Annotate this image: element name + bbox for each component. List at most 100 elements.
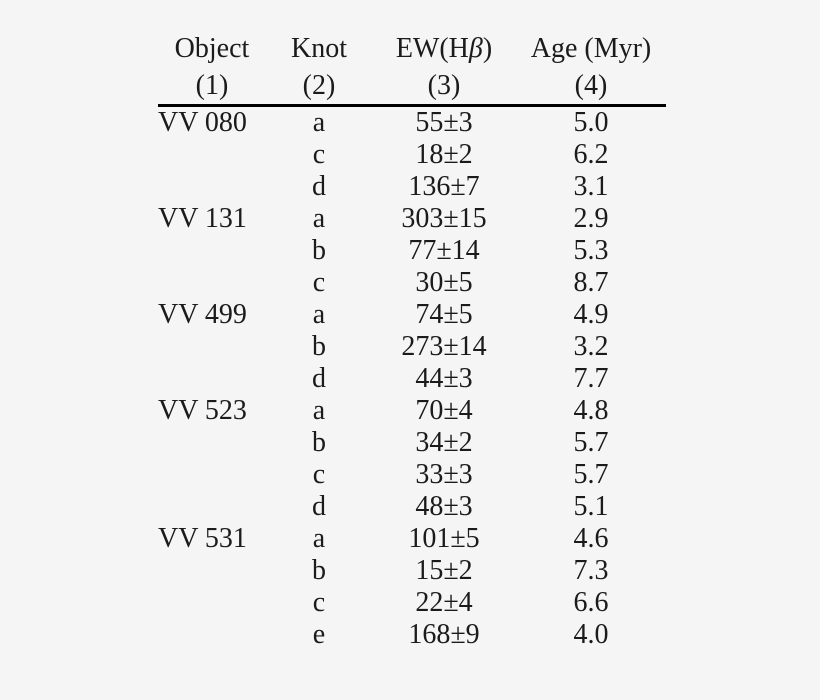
table-row: c 30±5 8.7	[158, 267, 666, 299]
table-row: VV 523 a 70±4 4.8	[158, 395, 666, 427]
ew-cell: 30±5	[415, 267, 473, 298]
ew-cell: 70±4	[415, 395, 473, 426]
age-cell: 5.0	[573, 107, 609, 138]
age-cell: 5.1	[573, 491, 609, 522]
ew-cell: 74±5	[415, 299, 473, 330]
knot-cell: b	[312, 427, 326, 458]
table-row: d 48±3 5.1	[158, 491, 666, 523]
ew-cell: 77±14	[408, 235, 480, 266]
table-row: VV 080 a 55±3 5.0	[158, 106, 666, 140]
object-cell	[158, 267, 266, 299]
table-header: Object Knot EW(Hβ) Age (Myr) (1) (2) (3)…	[158, 30, 666, 107]
table-row: b 34±2 5.7	[158, 427, 666, 459]
age-cell: 6.6	[573, 587, 609, 618]
object-cell	[158, 619, 266, 651]
object-cell: VV 523	[158, 395, 247, 426]
object-cell	[158, 427, 266, 459]
knot-cell: c	[312, 587, 326, 618]
age-cell: 2.9	[573, 203, 609, 234]
table-body: VV 080 a 55±3 5.0 c 18±2 6.2 d 136±7 3.1 VV 131 a 30…	[158, 106, 666, 652]
column-number-3: (3)	[372, 67, 516, 107]
knot-cell: c	[312, 459, 326, 490]
object-cell	[158, 331, 266, 363]
ew-cell: 15±2	[415, 555, 473, 586]
object-cell	[158, 459, 266, 491]
ew-cell: 18±2	[415, 139, 473, 170]
header-ew-beta: β	[468, 33, 483, 64]
ew-cell: 55±3	[415, 107, 473, 138]
table-row: b 77±14 5.3	[158, 235, 666, 267]
object-cell	[158, 171, 266, 203]
ew-cell: 44±3	[415, 363, 473, 394]
object-cell	[158, 363, 266, 395]
ew-cell: 273±14	[401, 331, 487, 362]
age-cell: 7.7	[573, 363, 609, 394]
header-age-myr: Age (Myr)	[530, 33, 652, 64]
ew-cell: 22±4	[415, 587, 473, 618]
object-cell	[158, 491, 266, 523]
knot-cell: d	[312, 363, 326, 394]
knot-cell: a	[312, 203, 326, 234]
header-object: Object	[174, 33, 250, 64]
ew-cell: 303±15	[401, 203, 487, 234]
object-cell	[158, 139, 266, 171]
age-cell: 3.1	[573, 171, 609, 202]
column-number-4: (4)	[516, 67, 666, 107]
table-row: c 22±4 6.6	[158, 587, 666, 619]
header-column-number-row: (1) (2) (3) (4)	[158, 67, 666, 107]
knot-ew-age-table: Object Knot EW(Hβ) Age (Myr) (1) (2) (3)…	[158, 30, 666, 651]
age-cell: 4.9	[573, 299, 609, 330]
age-cell: 5.7	[573, 427, 609, 458]
table-row: d 136±7 3.1	[158, 171, 666, 203]
age-cell: 7.3	[573, 555, 609, 586]
column-number-2: (2)	[266, 67, 372, 107]
object-cell: VV 080	[158, 107, 247, 138]
ew-cell: 48±3	[415, 491, 473, 522]
knot-cell: b	[312, 555, 326, 586]
knot-cell: a	[312, 395, 326, 426]
object-cell: VV 499	[158, 299, 247, 330]
ew-cell: 136±7	[408, 171, 480, 202]
knot-cell: b	[312, 331, 326, 362]
knot-cell: c	[312, 139, 326, 170]
column-number-1: (1)	[158, 67, 266, 107]
knot-cell: c	[312, 267, 326, 298]
age-cell: 4.6	[573, 523, 609, 554]
age-cell: 3.2	[573, 331, 609, 362]
age-cell: 8.7	[573, 267, 609, 298]
object-cell	[158, 587, 266, 619]
knot-cell: d	[312, 171, 326, 202]
knot-cell: a	[312, 107, 326, 138]
header-ew-hbeta: EW(Hβ)	[372, 30, 516, 67]
table-row: c 33±3 5.7	[158, 459, 666, 491]
knot-cell: b	[312, 235, 326, 266]
object-cell: VV 131	[158, 203, 247, 234]
table-row: VV 531 a 101±5 4.6	[158, 523, 666, 555]
table-row: c 18±2 6.2	[158, 139, 666, 171]
knot-cell: d	[312, 491, 326, 522]
age-cell: 5.7	[573, 459, 609, 490]
age-cell: 6.2	[573, 139, 609, 170]
header-ew-prefix: EW(H	[395, 33, 469, 64]
age-cell: 4.0	[573, 619, 609, 650]
ew-cell: 33±3	[415, 459, 473, 490]
header-label-row: Object Knot EW(Hβ) Age (Myr)	[158, 30, 666, 67]
ew-cell: 168±9	[408, 619, 480, 650]
age-cell: 4.8	[573, 395, 609, 426]
object-cell	[158, 555, 266, 587]
age-cell: 5.3	[573, 235, 609, 266]
object-cell: VV 531	[158, 523, 247, 554]
ew-cell: 101±5	[408, 523, 480, 554]
ew-cell: 34±2	[415, 427, 473, 458]
object-cell	[158, 235, 266, 267]
table-row: d 44±3 7.7	[158, 363, 666, 395]
knot-cell: e	[312, 619, 326, 650]
table-row: VV 499 a 74±5 4.9	[158, 299, 666, 331]
header-ew-suffix: )	[482, 33, 493, 64]
knot-cell: a	[312, 299, 326, 330]
table-row: b 273±14 3.2	[158, 331, 666, 363]
header-knot: Knot	[291, 33, 347, 64]
knot-cell: a	[312, 523, 326, 554]
table-row: b 15±2 7.3	[158, 555, 666, 587]
table-row: VV 131 a 303±15 2.9	[158, 203, 666, 235]
